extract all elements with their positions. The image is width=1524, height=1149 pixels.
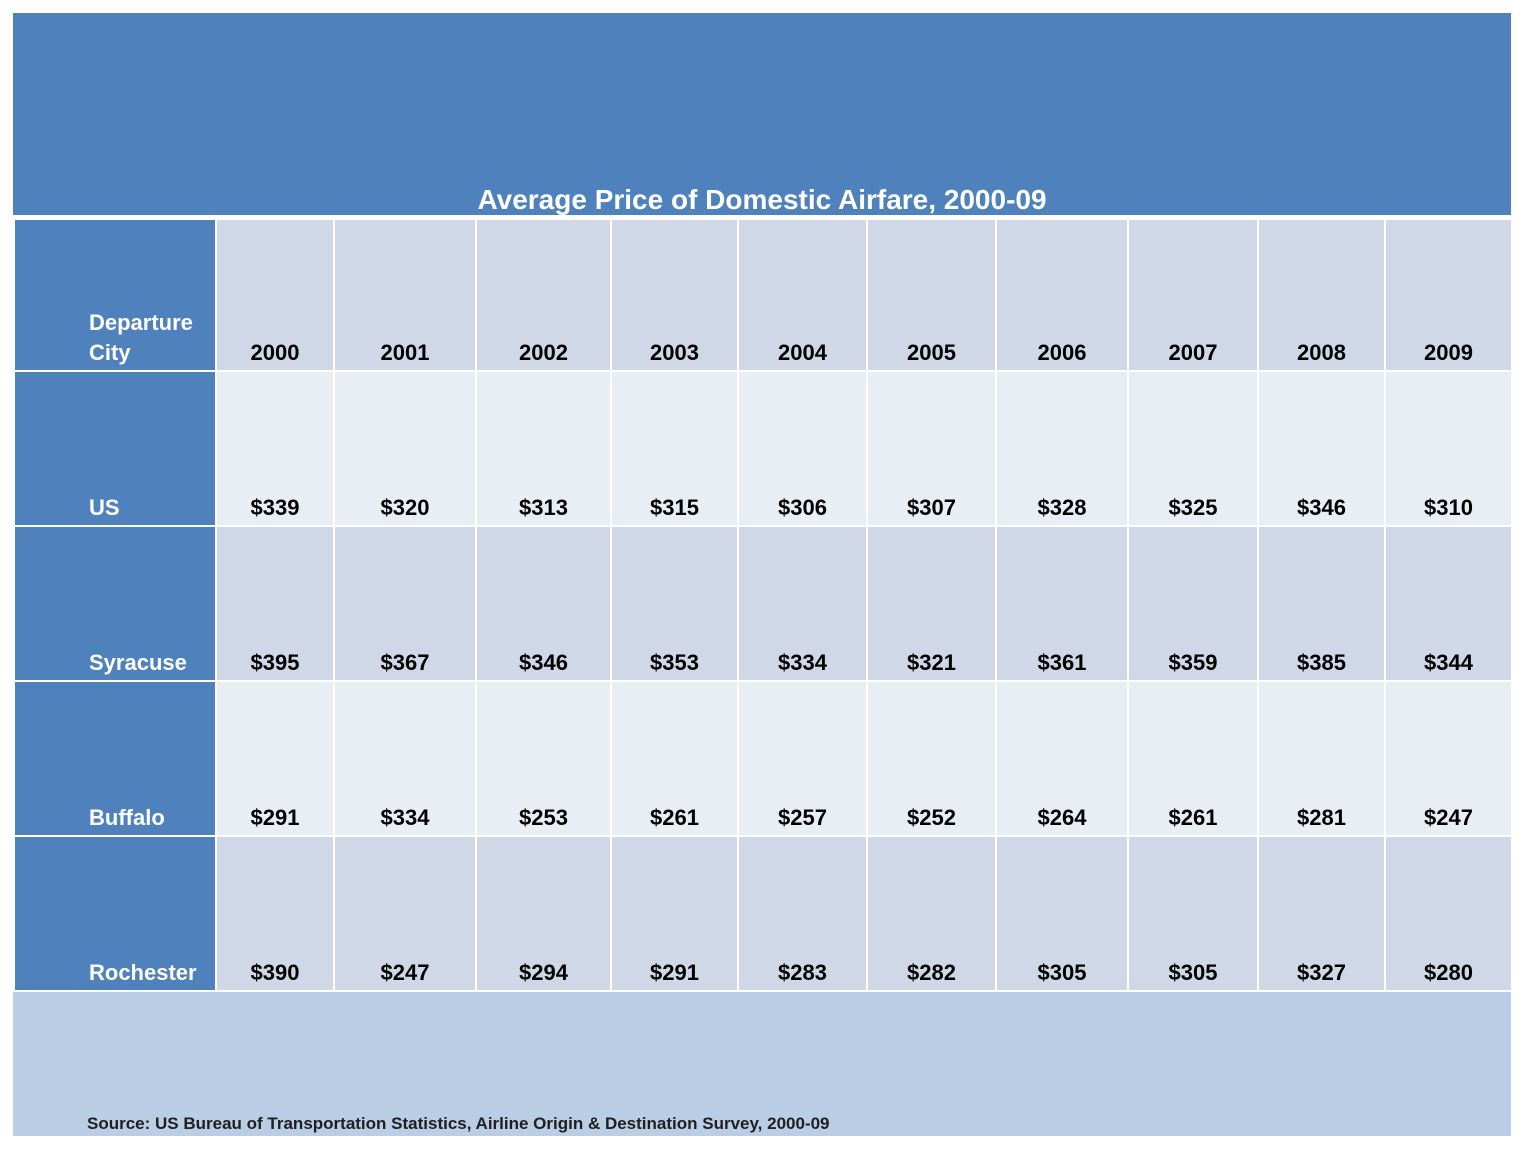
price-cell: $306 <box>739 372 866 525</box>
price-cell: $264 <box>997 682 1127 835</box>
price-cell: $294 <box>477 837 610 990</box>
table-row: Buffalo $291 $334 $253 $261 $257 $252 $264 $261 $… <box>15 682 1511 835</box>
price-cell: $282 <box>868 837 995 990</box>
price-cell: $395 <box>217 527 333 680</box>
price-cell: $334 <box>739 527 866 680</box>
price-cell: $327 <box>1259 837 1384 990</box>
price-cell: $305 <box>997 837 1127 990</box>
chart-title: Average Price of Domestic Airfare, 2000-… <box>477 184 1047 215</box>
price-cell: $385 <box>1259 527 1384 680</box>
airfare-table: Departure City 2000 2001 2002 2003 2004 2005 2… <box>13 218 1513 992</box>
row-label-buffalo: Buffalo <box>15 682 215 835</box>
footer-band: Source: US Bureau of Transportation Stat… <box>13 992 1511 1136</box>
price-cell: $390 <box>217 837 333 990</box>
year-header-2002: 2002 <box>477 220 610 370</box>
price-cell: $307 <box>868 372 995 525</box>
price-cell: $325 <box>1129 372 1257 525</box>
price-cell: $253 <box>477 682 610 835</box>
price-cell: $261 <box>1129 682 1257 835</box>
price-cell: $321 <box>868 527 995 680</box>
year-header-2007: 2007 <box>1129 220 1257 370</box>
table-row: Rochester $390 $247 $294 $291 $283 $282 $305 $30… <box>15 837 1511 990</box>
price-cell: $280 <box>1386 837 1511 990</box>
price-cell: $252 <box>868 682 995 835</box>
price-cell: $353 <box>612 527 737 680</box>
price-cell: $247 <box>335 837 475 990</box>
price-cell: $334 <box>335 682 475 835</box>
price-cell: $291 <box>612 837 737 990</box>
table-frame: Average Price of Domestic Airfare, 2000-… <box>13 13 1513 1136</box>
price-cell: $291 <box>217 682 333 835</box>
price-cell: $315 <box>612 372 737 525</box>
header-row: Departure City 2000 2001 2002 2003 2004 2005 2… <box>15 220 1511 370</box>
row-label-rochester: Rochester <box>15 837 215 990</box>
row-label-us: US <box>15 372 215 525</box>
source-note: Source: US Bureau of Transportation Stat… <box>87 1114 830 1133</box>
price-cell: $320 <box>335 372 475 525</box>
year-header-2006: 2006 <box>997 220 1127 370</box>
table-row: Syracuse $395 $367 $346 $353 $334 $321 $361 $359… <box>15 527 1511 680</box>
price-cell: $328 <box>997 372 1127 525</box>
table-row: US $339 $320 $313 $315 $306 $307 $328 $325 $346 $3… <box>15 372 1511 525</box>
price-cell: $344 <box>1386 527 1511 680</box>
price-cell: $257 <box>739 682 866 835</box>
price-cell: $283 <box>739 837 866 990</box>
title-bar: Average Price of Domestic Airfare, 2000-… <box>13 13 1511 215</box>
year-header-2003: 2003 <box>612 220 737 370</box>
price-cell: $281 <box>1259 682 1384 835</box>
price-cell: $359 <box>1129 527 1257 680</box>
year-header-2009: 2009 <box>1386 220 1511 370</box>
price-cell: $261 <box>612 682 737 835</box>
year-header-2000: 2000 <box>217 220 333 370</box>
year-header-2001: 2001 <box>335 220 475 370</box>
price-cell: $305 <box>1129 837 1257 990</box>
year-header-2008: 2008 <box>1259 220 1384 370</box>
price-cell: $367 <box>335 527 475 680</box>
price-cell: $346 <box>1259 372 1384 525</box>
price-cell: $346 <box>477 527 610 680</box>
price-cell: $339 <box>217 372 333 525</box>
row-label-syracuse: Syracuse <box>15 527 215 680</box>
year-header-2004: 2004 <box>739 220 866 370</box>
price-cell: $247 <box>1386 682 1511 835</box>
price-cell: $310 <box>1386 372 1511 525</box>
departure-city-header: Departure City <box>15 220 215 370</box>
year-header-2005: 2005 <box>868 220 995 370</box>
price-cell: $313 <box>477 372 610 525</box>
price-cell: $361 <box>997 527 1127 680</box>
